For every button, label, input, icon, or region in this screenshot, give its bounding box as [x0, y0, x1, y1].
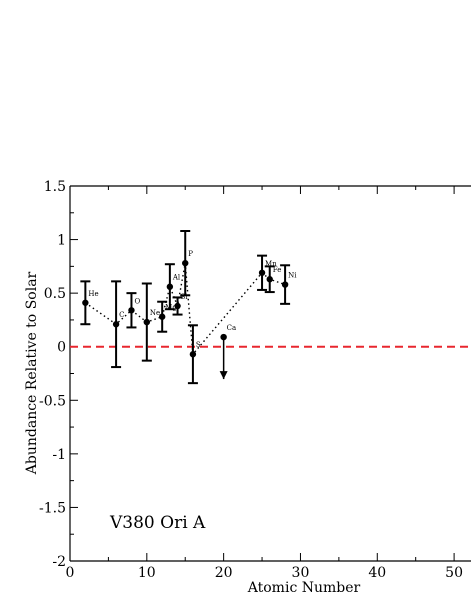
point-label-he: He: [88, 290, 98, 298]
axes: 0 10 20 30 40 50 -2 -1.5 -1 -0.5 0 0.5 1 1.5: [39, 179, 471, 581]
point-label-p: P: [188, 250, 193, 258]
data-points: [80, 230, 291, 385]
x-tick-label: 40: [368, 565, 386, 581]
y-tick-label: -2: [52, 554, 66, 570]
data-point-fe: [266, 276, 273, 283]
data-point-ca: [220, 333, 227, 341]
data-point-al: [166, 283, 174, 290]
data-point-ne: [143, 318, 151, 326]
trend-line-group: [84, 262, 286, 356]
point-label-ne: Ne: [150, 309, 160, 317]
data-point-o: [128, 307, 135, 314]
y-tick-label: 0: [57, 340, 66, 356]
y-axis-label: Abundance Relative to Solar: [24, 271, 40, 475]
point-label-mn: Mn: [265, 260, 277, 268]
point-label-si: Si: [181, 293, 189, 301]
x-tick-label: 10: [138, 565, 156, 581]
data-point-he: [82, 299, 89, 306]
x-tick-label: 30: [292, 565, 310, 581]
point-label-s: S: [196, 341, 201, 349]
star-annotation: V380 Ori A: [109, 513, 206, 533]
y-tick-label: 1: [57, 233, 66, 249]
data-point-ni: [281, 281, 289, 288]
data-point-p: [182, 259, 189, 267]
y-tick-label: -1: [52, 447, 66, 463]
point-label-ca: Ca: [227, 324, 237, 332]
y-tick-label: -1.5: [39, 500, 66, 516]
data-point-s: [189, 351, 197, 358]
y-tick-label: 1.5: [44, 179, 66, 195]
point-label-o: O: [134, 297, 140, 305]
point-label-al: Al: [172, 274, 181, 282]
dotted-trend-line: [84, 262, 286, 356]
x-tick-label: 50: [445, 565, 463, 581]
upper-limit-arrowhead-ca: [219, 371, 228, 380]
x-axis-label: Atomic Number: [247, 580, 361, 596]
point-label-mg: Mg: [165, 304, 177, 312]
data-point-c: [112, 321, 120, 328]
point-label-fe: Fe: [273, 266, 282, 274]
data-point-mg: [158, 313, 166, 320]
data-point-mn: [258, 269, 266, 276]
point-label-c: C: [119, 311, 124, 319]
x-tick-label: 20: [215, 565, 233, 581]
point-label-ni: Ni: [288, 272, 297, 280]
y-tick-label: -0.5: [39, 393, 66, 409]
x-tick-label: 0: [66, 565, 75, 581]
data-point-si: [174, 302, 181, 310]
y-tick-label: 0.5: [44, 286, 66, 302]
